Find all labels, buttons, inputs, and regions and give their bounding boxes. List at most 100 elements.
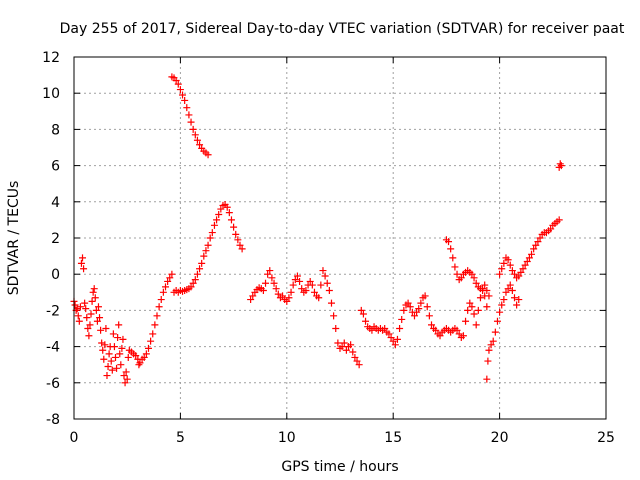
- data-point: [449, 254, 457, 262]
- x-tick-label: 5: [176, 430, 185, 446]
- data-point: [334, 339, 342, 347]
- data-point: [536, 234, 544, 242]
- data-point: [474, 306, 482, 314]
- data-point: [556, 160, 564, 168]
- data-point: [179, 91, 187, 99]
- data-point: [117, 361, 125, 369]
- data-point: [94, 303, 102, 311]
- data-point: [123, 375, 131, 383]
- y-tick-label: 2: [51, 231, 60, 247]
- data-point: [77, 259, 85, 267]
- data-point: [79, 254, 87, 262]
- data-point: [162, 283, 170, 291]
- data-point: [80, 265, 88, 273]
- data-point: [468, 303, 476, 311]
- data-point: [262, 279, 270, 287]
- data-point: [319, 267, 327, 275]
- data-point: [91, 294, 99, 302]
- data-point: [510, 294, 518, 302]
- data-point: [187, 283, 195, 291]
- data-point: [135, 361, 143, 369]
- data-point: [508, 267, 516, 275]
- data-point: [144, 344, 152, 352]
- data-point: [86, 321, 94, 329]
- data-point: [421, 292, 429, 300]
- data-point: [272, 285, 280, 293]
- data-point: [306, 277, 314, 285]
- data-point: [447, 245, 455, 253]
- data-point: [113, 364, 121, 372]
- data-point: [132, 352, 140, 360]
- plot-frame: [73, 56, 607, 420]
- data-point: [400, 306, 408, 314]
- data-point: [84, 325, 92, 332]
- data-point: [508, 286, 516, 294]
- chart-title: Day 255 of 2017, Sidereal Day-to-day VTE…: [60, 21, 625, 37]
- data-point: [406, 303, 414, 311]
- data-point: [227, 216, 235, 224]
- data-point: [104, 363, 112, 371]
- data-point: [259, 286, 267, 294]
- data-point: [147, 337, 155, 345]
- data-point: [459, 332, 467, 340]
- data-point: [107, 357, 115, 365]
- data-point: [396, 325, 404, 332]
- data-point: [308, 281, 316, 289]
- data-point: [149, 330, 157, 338]
- data-point: [534, 238, 542, 246]
- data-point: [108, 366, 116, 374]
- data-point: [264, 270, 272, 278]
- grid-lines: [74, 57, 606, 419]
- data-point: [362, 317, 370, 325]
- data-point: [487, 341, 495, 349]
- data-point: [432, 326, 440, 334]
- data-point: [71, 301, 79, 309]
- data-point: [215, 210, 223, 218]
- data-point: [347, 341, 355, 349]
- data-point: [485, 292, 493, 300]
- data-point: [445, 238, 453, 246]
- data-point: [415, 305, 423, 313]
- data-point: [206, 234, 214, 242]
- series-afternoon_segments: [357, 285, 491, 349]
- data-point: [423, 303, 431, 311]
- data-point: [202, 247, 210, 255]
- data-point: [101, 341, 109, 349]
- data-point: [116, 350, 124, 358]
- data-point: [368, 326, 376, 334]
- data-point: [410, 312, 418, 320]
- data-point: [183, 104, 191, 112]
- data-point: [204, 151, 212, 159]
- data-point: [111, 353, 119, 361]
- data-point: [451, 263, 459, 271]
- series-rising_arc_to_5h: [140, 201, 246, 361]
- data-point: [114, 334, 122, 342]
- data-point: [510, 270, 518, 278]
- data-point: [176, 86, 184, 94]
- data-point: [83, 314, 91, 322]
- data-point: [247, 296, 255, 304]
- data-point: [249, 292, 257, 300]
- data-point: [489, 337, 497, 345]
- data-point: [122, 368, 130, 376]
- data-point: [213, 216, 221, 224]
- data-point: [97, 326, 105, 334]
- data-point: [513, 301, 521, 309]
- data-point: [532, 241, 540, 249]
- data-point: [157, 296, 165, 304]
- data-point: [455, 330, 463, 338]
- y-tick-label: 12: [42, 50, 60, 66]
- data-point: [225, 209, 233, 217]
- data-point: [140, 353, 148, 361]
- x-tick-label: 10: [278, 430, 296, 446]
- data-point: [502, 288, 510, 296]
- data-point: [327, 299, 335, 307]
- data-point: [357, 306, 365, 314]
- data-point: [105, 350, 113, 358]
- data-point: [457, 274, 465, 282]
- data-point: [96, 314, 104, 322]
- data-point: [464, 306, 472, 314]
- data-point: [498, 265, 506, 273]
- data-point: [519, 265, 527, 273]
- data-point: [530, 245, 538, 253]
